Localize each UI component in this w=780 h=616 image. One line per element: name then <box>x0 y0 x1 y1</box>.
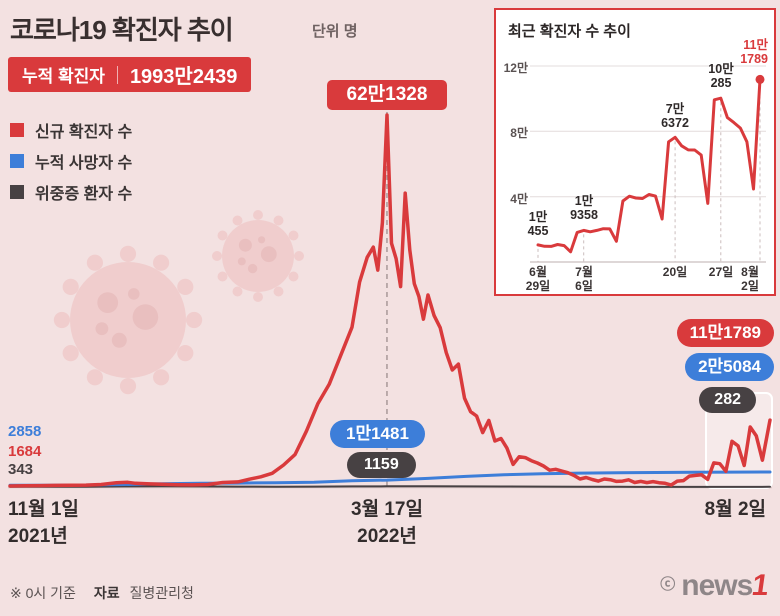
footer-basis: ※ 0시 기준 <box>10 585 76 601</box>
copyright-icon: ⓒ <box>660 576 676 593</box>
legend-label: 신규 확진자 수 <box>35 123 133 141</box>
legend-label: 누적 사망자 수 <box>35 154 133 172</box>
footer-note: ※ 0시 기준 자료 질병관리청 <box>10 583 194 603</box>
x-tick-start-year: 2021년 <box>8 526 68 547</box>
legend-item-cumulative-deaths: 누적 사망자 수 <box>10 145 132 176</box>
inset-x-label: 20일 <box>653 265 697 279</box>
label-line: 455 <box>527 224 549 238</box>
label-line: 7만 <box>665 102 685 116</box>
label-line: 10만 <box>708 62 734 76</box>
news1-logo: ⓒ news1 <box>660 569 771 603</box>
logo-text-red: 1 <box>750 569 771 602</box>
label-line: 1만 <box>528 210 548 224</box>
start-new-cases-value: 1684 <box>8 443 42 460</box>
inset-ytick-8: 8만 <box>510 126 528 140</box>
inset-ytick-12: 12만 <box>503 61 528 75</box>
inset-latest-point <box>755 74 765 84</box>
badge-divider <box>116 65 118 84</box>
latest-severe-badge: 282 <box>699 387 756 413</box>
unit-label: 단위 명 <box>312 23 358 40</box>
label-line: 6월 <box>529 265 547 279</box>
inset-x-label: 8월 2일 <box>728 265 772 293</box>
cumulative-value: 1993만2439 <box>129 66 238 88</box>
legend-item-new-cases: 신규 확진자 수 <box>10 114 132 145</box>
label-line: 9358 <box>570 208 598 222</box>
peak-new-cases-badge: 62만1328 <box>327 80 447 110</box>
legend: 신규 확진자 수 누적 사망자 수 위중증 환자 수 <box>10 114 132 207</box>
inset-chart-svg <box>530 65 766 263</box>
inset-latest-value-label: 11만 1789 <box>718 38 768 66</box>
label-line: 2일 <box>741 279 759 293</box>
inset-value-label: 1만 455 <box>516 210 560 238</box>
new-cases-swatch-icon <box>10 122 24 137</box>
severe-swatch-icon <box>10 184 24 199</box>
peak-severe-badge: 1159 <box>347 452 416 478</box>
logo-text-gray: news <box>681 569 753 602</box>
start-deaths-value: 2858 <box>8 423 42 440</box>
label-line: 20일 <box>662 265 688 279</box>
legend-label: 위중증 환자 수 <box>35 185 133 203</box>
inset-x-label: 27일 <box>699 265 743 279</box>
label-line: 8월 <box>741 265 759 279</box>
inset-value-label: 10만 285 <box>699 62 743 90</box>
peak-deaths-badge: 1만1481 <box>330 420 425 448</box>
x-tick-peak-year: 2022년 <box>357 526 417 547</box>
virus-icon <box>212 210 304 302</box>
x-tick-start-date: 11월 1일 <box>8 499 79 520</box>
label-line: 1789 <box>740 52 768 66</box>
label-line: 11만 <box>743 38 768 52</box>
inset-value-label: 1만 9358 <box>562 194 606 222</box>
label-line: 7월 <box>575 265 593 279</box>
x-tick-end-date: 8월 2일 <box>704 499 766 520</box>
cumulative-label: 누적 확진자 <box>22 67 105 86</box>
footer-source-label: 자료 <box>93 585 120 601</box>
page-title: 코로나19 확진자 추이 <box>10 15 234 45</box>
inset-title: 최근 확진자 수 추이 <box>508 23 631 40</box>
inset-new-cases-line <box>536 77 762 254</box>
inset-ytick-4: 4만 <box>510 192 528 206</box>
latest-deaths-badge: 2만5084 <box>685 353 774 381</box>
label-line: 6372 <box>661 116 689 130</box>
inset-x-label: 7월 6일 <box>562 265 606 293</box>
severe-cases-line <box>9 485 771 488</box>
label-line: 285 <box>710 76 732 90</box>
deaths-swatch-icon <box>10 153 24 168</box>
label-line: 29일 <box>525 279 551 293</box>
virus-icon <box>53 245 203 395</box>
label-line: 27일 <box>708 265 734 279</box>
latest-new-cases-badge: 11만1789 <box>676 319 774 347</box>
inset-recent-chart: 최근 확진자 수 추이 12만 8만 4만 1만 455 1만 9358 7만 … <box>494 8 776 296</box>
legend-item-severe-cases: 위중증 환자 수 <box>10 176 132 207</box>
start-severe-value: 343 <box>8 461 34 478</box>
footer-source-value: 질병관리청 <box>129 585 194 601</box>
label-line: 1만 <box>574 194 594 208</box>
inset-x-label: 6월 29일 <box>516 265 560 293</box>
cumulative-badge: 누적 확진자 1993만2439 <box>8 57 252 92</box>
label-line: 6일 <box>575 279 593 293</box>
x-tick-peak-date: 3월 17일 <box>351 499 423 520</box>
inset-value-label: 7만 6372 <box>653 102 697 130</box>
